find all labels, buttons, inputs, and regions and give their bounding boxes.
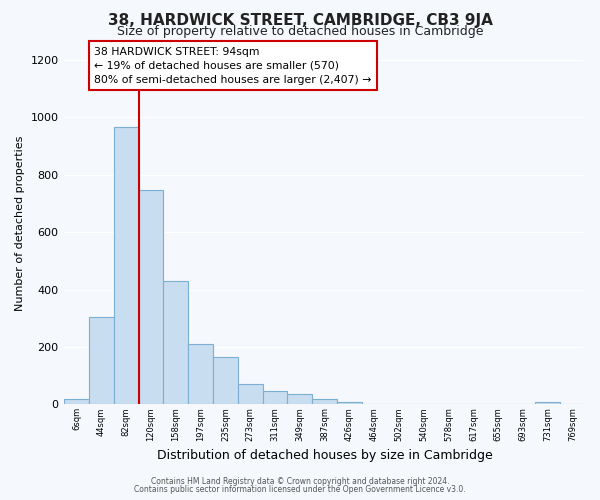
Bar: [139, 190, 163, 404]
Bar: [287, 394, 312, 404]
Text: 38, HARDWICK STREET, CAMBRIDGE, CB3 9JA: 38, HARDWICK STREET, CAMBRIDGE, CB3 9JA: [107, 12, 493, 28]
Text: Contains public sector information licensed under the Open Government Licence v3: Contains public sector information licen…: [134, 484, 466, 494]
Bar: [337, 402, 362, 404]
Bar: [163, 281, 188, 404]
Y-axis label: Number of detached properties: Number of detached properties: [15, 136, 25, 311]
Text: 38 HARDWICK STREET: 94sqm
← 19% of detached houses are smaller (570)
80% of semi: 38 HARDWICK STREET: 94sqm ← 19% of detac…: [94, 47, 371, 85]
Bar: [89, 317, 114, 404]
Bar: [64, 398, 89, 404]
Text: Size of property relative to detached houses in Cambridge: Size of property relative to detached ho…: [117, 25, 483, 38]
Bar: [213, 357, 238, 405]
Bar: [535, 402, 560, 404]
Bar: [238, 384, 263, 404]
Bar: [312, 398, 337, 404]
X-axis label: Distribution of detached houses by size in Cambridge: Distribution of detached houses by size …: [157, 450, 493, 462]
Bar: [188, 344, 213, 405]
Bar: [263, 391, 287, 404]
Text: Contains HM Land Registry data © Crown copyright and database right 2024.: Contains HM Land Registry data © Crown c…: [151, 477, 449, 486]
Bar: [114, 127, 139, 404]
